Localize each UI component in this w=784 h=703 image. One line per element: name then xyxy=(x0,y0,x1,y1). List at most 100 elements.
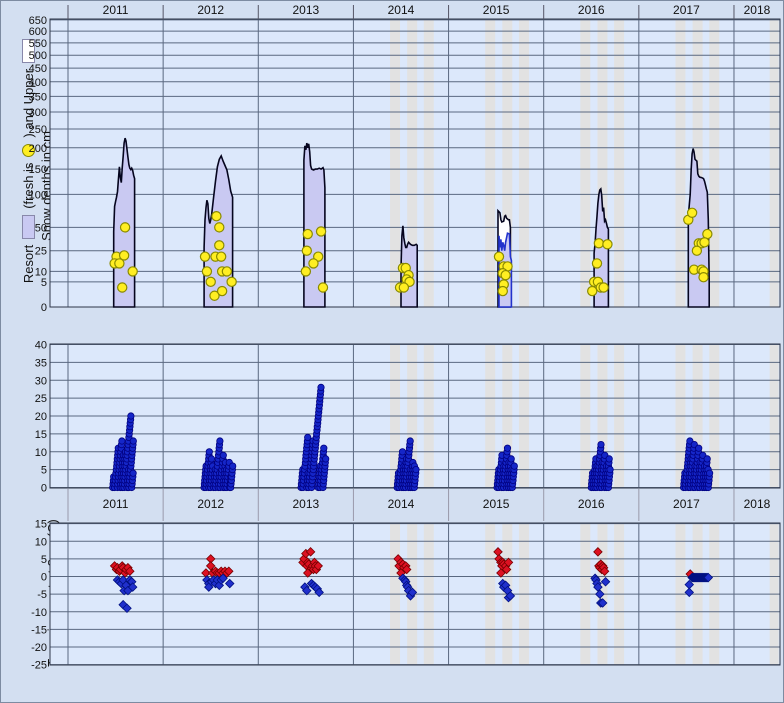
fresh-snow-dot xyxy=(119,222,131,233)
days-dot xyxy=(507,455,515,463)
year-label: 2011 xyxy=(103,3,129,17)
y-tick-label: 150 xyxy=(29,164,47,176)
temp-diamond xyxy=(407,587,418,598)
fresh-snow-dot xyxy=(317,282,329,293)
temp-diamond xyxy=(314,587,324,598)
days-dot xyxy=(229,462,237,470)
fresh-snow-dot xyxy=(698,272,709,283)
days-dot xyxy=(304,433,312,441)
temp-diamond xyxy=(127,582,138,592)
y-tick-label: 5 xyxy=(41,465,47,477)
year-label: 2014 xyxy=(388,3,415,17)
temp-diamond xyxy=(501,564,512,575)
y-tick-label: 10 xyxy=(35,447,47,459)
gray-band xyxy=(597,19,608,307)
temp-diamond xyxy=(214,580,225,591)
gray-band xyxy=(485,19,496,307)
temp-diamond xyxy=(595,589,605,599)
y-tick-label: 5 xyxy=(41,277,47,289)
temp-diamond xyxy=(122,603,132,613)
days-dot xyxy=(320,444,328,452)
y-tick-label: 40 xyxy=(35,340,47,352)
temp-diamond xyxy=(302,568,313,578)
y-tick-label: 35 xyxy=(35,357,47,369)
fresh-snow-dot xyxy=(593,238,605,249)
gray-band xyxy=(390,19,401,307)
days-dot xyxy=(129,437,137,445)
snow-seasons xyxy=(109,137,713,308)
fresh-snow-dot xyxy=(221,266,233,277)
temp-diamond xyxy=(302,585,312,596)
year-label: 2018 xyxy=(744,497,771,511)
year-label: 2017 xyxy=(673,3,700,17)
fresh-snow-dot xyxy=(497,285,508,297)
y-tick-label: 500 xyxy=(29,50,47,62)
year-label: 2012 xyxy=(197,3,224,17)
year-label: 2012 xyxy=(197,497,224,511)
year-label: 2018 xyxy=(744,3,771,17)
fresh-snow-dot xyxy=(602,239,613,250)
temp-diamond xyxy=(496,568,506,578)
fresh-snow-dot xyxy=(300,266,312,277)
y-tick-label: 100 xyxy=(29,189,47,201)
fresh-snow-dot xyxy=(226,276,237,288)
y-tick-label: 5 xyxy=(41,554,47,566)
y-tick-label: 0 xyxy=(41,483,47,495)
days-dot xyxy=(216,437,224,445)
temp-diamond xyxy=(401,564,412,575)
gray-band xyxy=(614,19,625,307)
days-dot xyxy=(705,469,714,477)
days-dot xyxy=(398,448,407,456)
temp-diamond xyxy=(218,573,228,584)
fresh-snow-dot xyxy=(209,290,220,301)
year-label: 2013 xyxy=(292,3,319,17)
y-tick-label: -10 xyxy=(31,607,47,619)
gray-band xyxy=(518,19,529,307)
gray-band xyxy=(423,19,434,307)
fresh-snow-dot xyxy=(302,228,313,240)
y-tick-label: 15 xyxy=(35,519,47,531)
temp-diamond xyxy=(593,547,603,557)
fresh-snow-dot xyxy=(127,266,138,277)
y-tick-label: 300 xyxy=(29,107,47,119)
gray-band xyxy=(769,19,779,307)
y-tick-label: 650 xyxy=(29,15,47,27)
fresh-snow-dot xyxy=(691,245,703,256)
temp-diamond xyxy=(503,557,514,568)
days-dots xyxy=(109,383,714,492)
days-dot xyxy=(606,465,614,474)
days-dot xyxy=(219,451,227,459)
days-dot xyxy=(322,455,330,463)
temp-diamond xyxy=(313,561,323,571)
year-label: 2015 xyxy=(483,497,510,511)
y-tick-label: 250 xyxy=(29,124,47,136)
days-dot xyxy=(503,444,512,452)
y-tick-label: 450 xyxy=(29,63,47,75)
days-dot xyxy=(510,462,518,470)
year-label: 2011 xyxy=(103,497,129,511)
fresh-snow-dot xyxy=(493,251,505,262)
fresh-snow-dot xyxy=(308,258,319,269)
gray-band xyxy=(580,19,591,307)
fresh-snow-dot xyxy=(587,285,598,297)
days-dot xyxy=(129,469,137,477)
y-tick-label: 0 xyxy=(41,302,47,314)
year-label: 2014 xyxy=(388,497,415,511)
y-tick-label: -15 xyxy=(31,624,47,636)
year-label: 2013 xyxy=(292,497,319,511)
y-tick-label: 0 xyxy=(41,572,47,584)
fresh-snow-dot xyxy=(114,258,125,269)
y-tick-label: 25 xyxy=(35,246,47,258)
temp-diamond xyxy=(224,566,234,576)
fresh-snow-dot xyxy=(214,222,225,233)
fresh-snow-dot xyxy=(699,237,710,248)
y-tick-label: -25 xyxy=(31,660,47,672)
days-dot xyxy=(118,437,126,445)
gray-band xyxy=(675,19,686,307)
fresh-snow-dot xyxy=(301,245,313,256)
year-label: 2015 xyxy=(483,3,510,17)
days-dot xyxy=(127,412,135,420)
fresh-snow-dot xyxy=(214,240,225,251)
temp-diamond xyxy=(305,547,316,557)
